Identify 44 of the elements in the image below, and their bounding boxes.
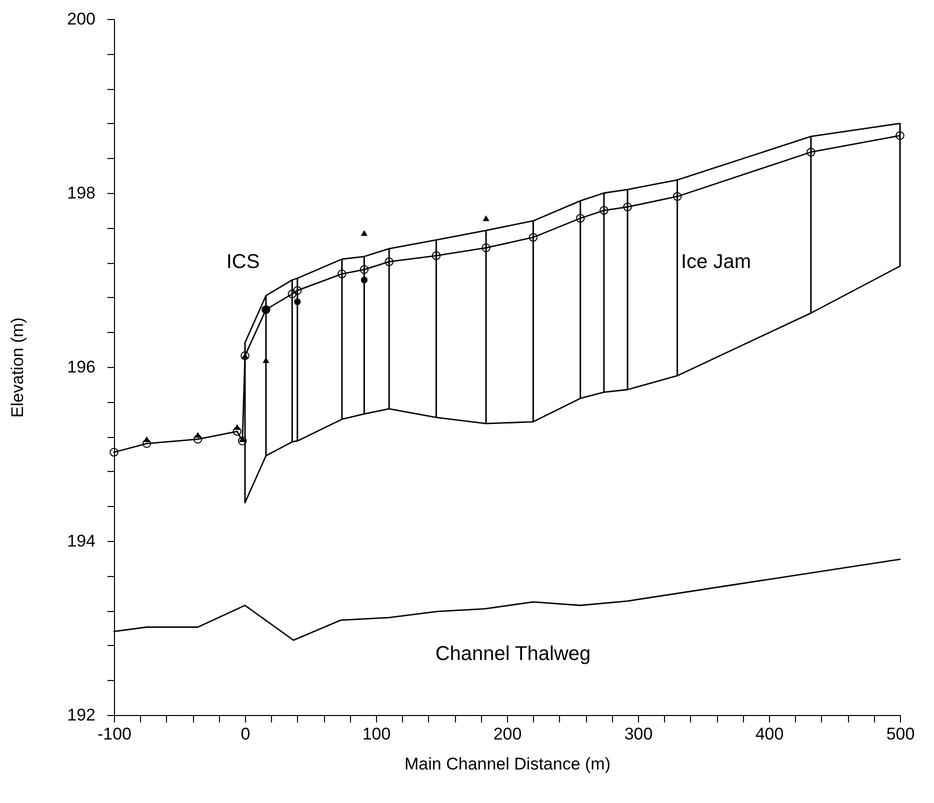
- point: [360, 265, 369, 274]
- y-axis-title: Elevation (m): [8, 317, 28, 418]
- x-axis-title: Main Channel Distance (m): [404, 754, 610, 774]
- y-tick-label: 198: [67, 184, 96, 202]
- point: [234, 424, 240, 430]
- y-tick-label: 200: [67, 10, 96, 28]
- x-tick-label: -100: [97, 724, 132, 744]
- x-tick-label: 400: [755, 724, 784, 744]
- point: [142, 439, 152, 448]
- point: [288, 290, 297, 298]
- point: [360, 276, 368, 284]
- point: [193, 434, 202, 444]
- point: [896, 131, 904, 140]
- x-tick-label: 100: [362, 724, 391, 744]
- y-tick-label: 196: [67, 358, 96, 376]
- point: [110, 448, 118, 457]
- point: [293, 286, 302, 295]
- point: [623, 202, 632, 212]
- annotation: ICS: [226, 251, 260, 273]
- point: [194, 432, 202, 438]
- y-tick-label: 192: [67, 706, 96, 724]
- point: [432, 251, 441, 260]
- point: [528, 233, 538, 242]
- point: [672, 192, 682, 201]
- point: [143, 436, 150, 442]
- annotation: Ice Jam: [680, 251, 752, 273]
- point: [360, 230, 368, 236]
- x-tick-label: 500: [886, 724, 915, 744]
- point: [482, 243, 490, 252]
- point: [384, 257, 394, 266]
- point: [600, 206, 608, 215]
- point: [238, 436, 247, 446]
- point: [294, 298, 301, 306]
- x-tick-label: 200: [493, 724, 522, 744]
- point: [482, 215, 490, 222]
- point: [338, 270, 346, 278]
- point: [806, 148, 816, 156]
- y-tick-label: 194: [67, 532, 96, 550]
- point: [576, 214, 585, 223]
- x-tick-label: 300: [624, 724, 653, 744]
- annotation: Channel Thalweg: [435, 643, 591, 665]
- x-tick-label: 0: [240, 724, 250, 744]
- point: [232, 427, 242, 436]
- point: [262, 357, 270, 363]
